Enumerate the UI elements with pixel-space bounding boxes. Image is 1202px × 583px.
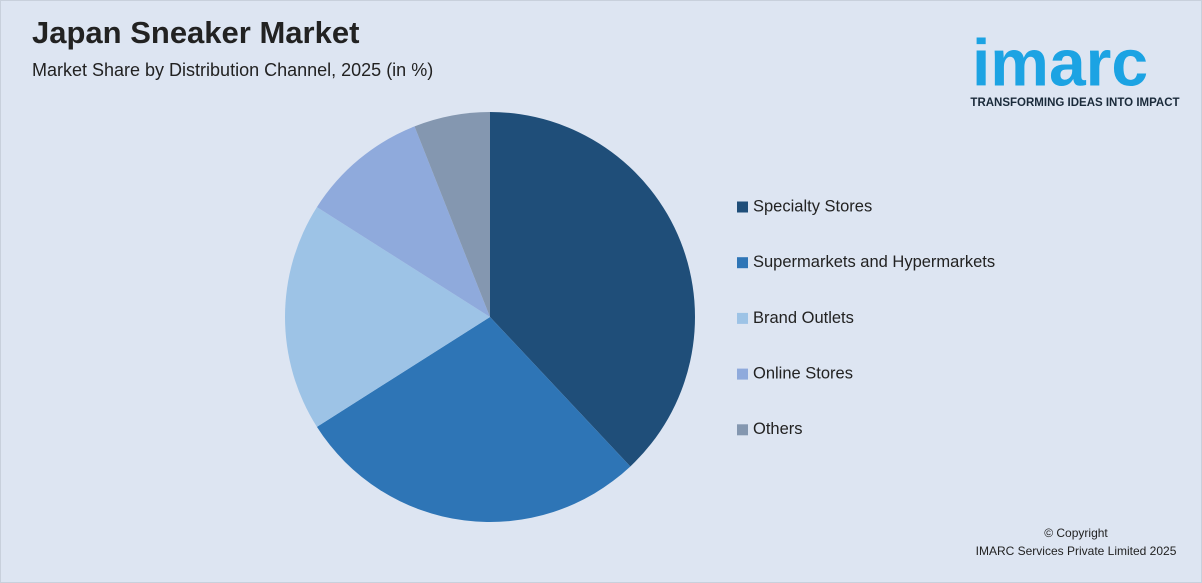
legend-swatch: [737, 368, 748, 380]
legend-swatch: [737, 424, 748, 436]
pie-slice: [490, 112, 695, 467]
legend-swatch: [737, 312, 748, 324]
logo: imarc: [972, 25, 1148, 99]
legend-label: Online Stores: [753, 364, 853, 382]
pie: [285, 112, 695, 522]
legend: Specialty Stores Supermarkets and Hyperma…: [737, 197, 995, 438]
pie-slice: [285, 207, 490, 427]
chart-subtitle: Market Share by Distribution Channel, 20…: [32, 60, 433, 80]
legend-swatch: [737, 257, 748, 269]
copyright-owner: IMARC Services Private Limited 2025: [976, 544, 1177, 558]
legend-swatch: [737, 201, 748, 213]
legend-label: Brand Outlets: [753, 309, 854, 327]
legend-label: Specialty Stores: [753, 197, 872, 215]
copyright: © Copyright: [1044, 526, 1108, 540]
pie-slice: [316, 317, 631, 522]
legend-label: Others: [753, 420, 803, 438]
pie-slice: [316, 126, 490, 318]
logo-tagline: TRANSFORMING IDEAS INTO IMPACT: [970, 97, 1179, 109]
chart-title: Japan Sneaker Market: [32, 15, 359, 50]
legend-label: Supermarkets and Hypermarkets: [753, 253, 995, 271]
pie-slice: [414, 112, 490, 317]
